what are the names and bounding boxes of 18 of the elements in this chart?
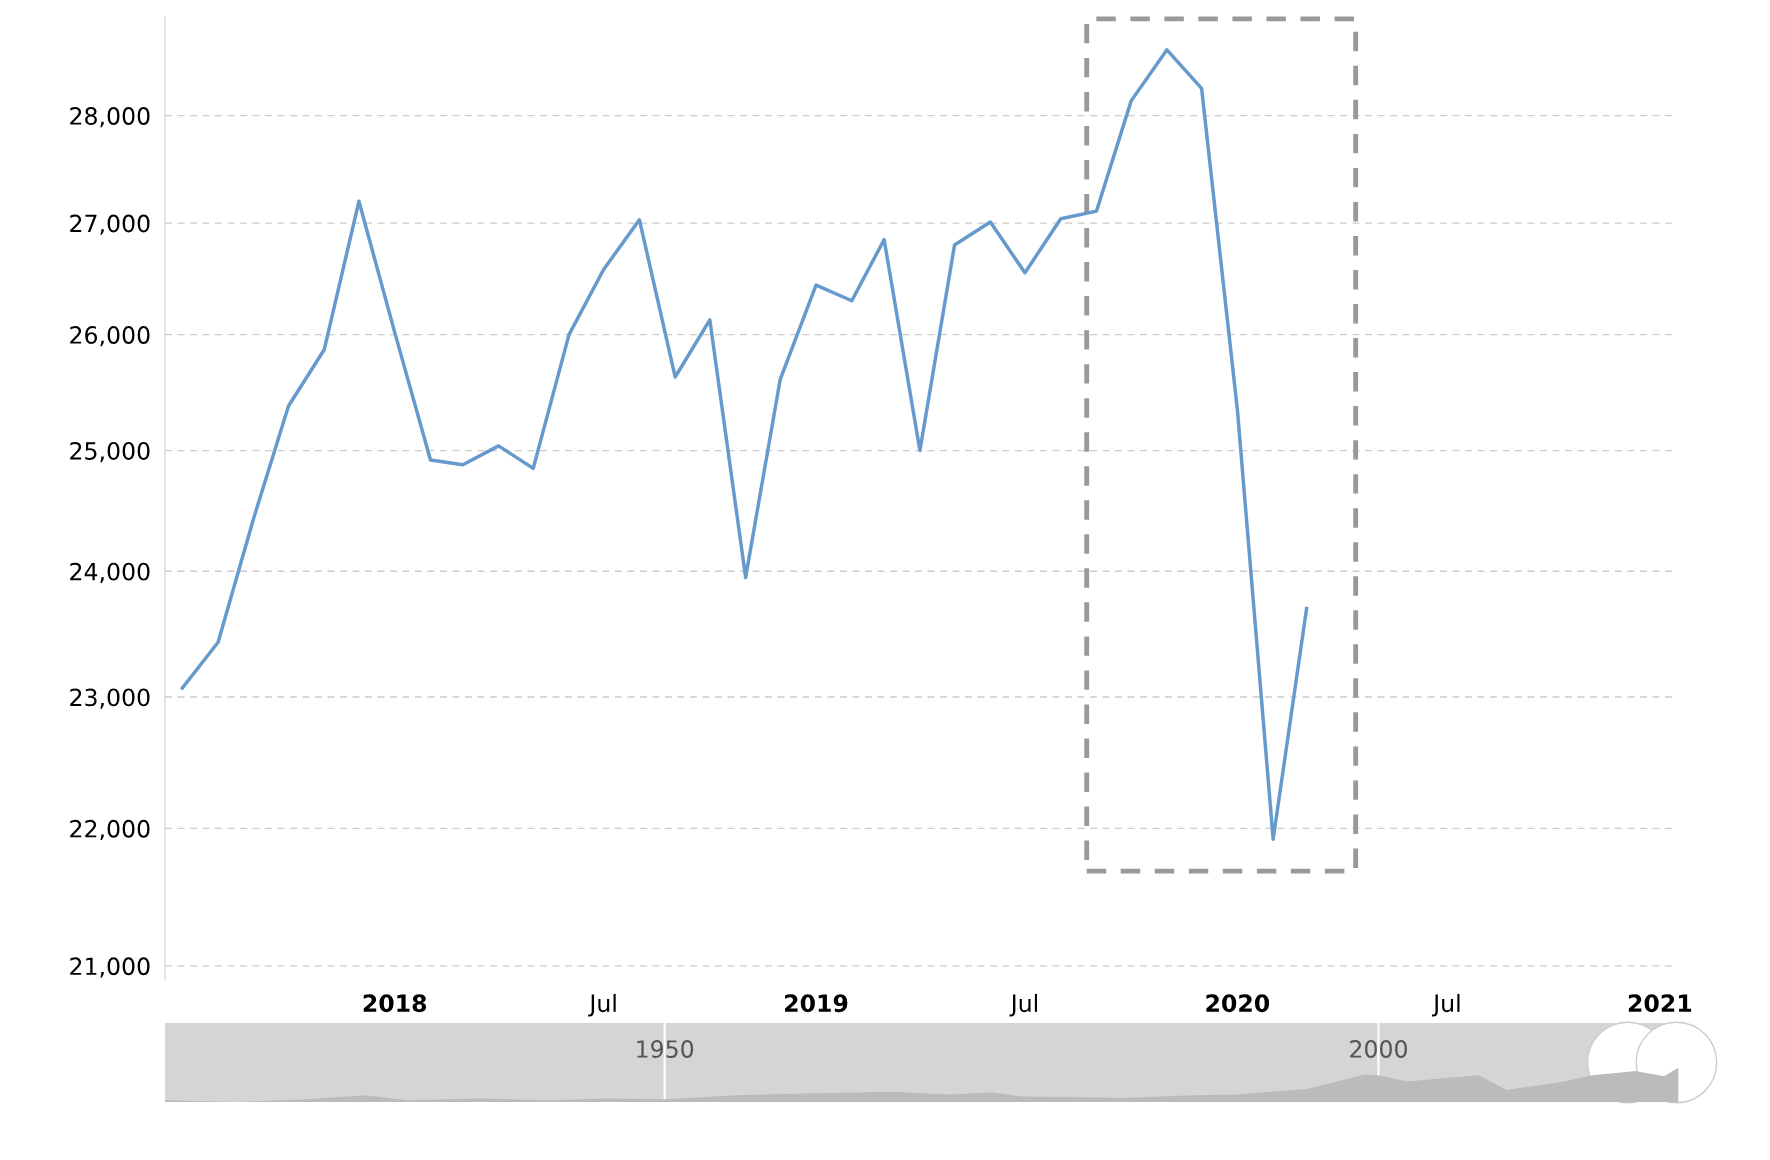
x-tick-label: 2019 xyxy=(785,994,848,1013)
x-tick-label: Jul xyxy=(588,993,616,1017)
y-tick-label: 27,000 xyxy=(70,214,150,235)
y-tick-label: 25,000 xyxy=(70,442,150,463)
line-series xyxy=(180,48,1309,841)
y-tick-label: 23,000 xyxy=(70,688,150,709)
x-tick-label: Jul xyxy=(1009,993,1037,1017)
x-tick-label: 2021 xyxy=(1628,994,1692,1013)
y-tick-label: 21,000 xyxy=(70,957,150,978)
y-tick-label: 28,000 xyxy=(70,107,150,128)
x-tick-label: 1950 xyxy=(637,1040,694,1058)
x-tick-label: 2018 xyxy=(363,994,427,1013)
y-tick-label: 24,000 xyxy=(70,562,150,583)
x-tick-label: 2020 xyxy=(1206,994,1270,1013)
y-tick-label: 22,000 xyxy=(70,819,150,841)
x-tick-label: 2000 xyxy=(1350,1040,1407,1058)
y-tick-label: 26,000 xyxy=(70,326,150,347)
x-tick-label: Jul xyxy=(1431,993,1460,1017)
